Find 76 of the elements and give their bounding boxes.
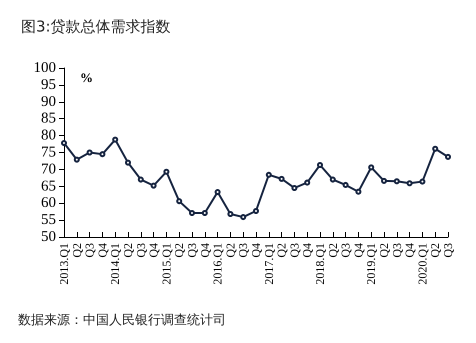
x-tick-label: Q3 [185, 243, 199, 258]
point [227, 211, 234, 218]
x-tick-label: Q4 [249, 243, 263, 258]
x-tick-label: Q4 [198, 243, 212, 258]
x-tick-label: Q2 [428, 243, 442, 258]
point [125, 160, 131, 166]
source-note: 数据来源：中国人民银行调查统计司 [18, 313, 226, 328]
x-tick-label: Q4 [402, 243, 417, 258]
point [253, 208, 259, 214]
x-tick-label: Q2 [223, 243, 238, 258]
chart-title: 图3:贷款总体需求指数 [21, 18, 171, 36]
y-tick-label: 100 [34, 60, 56, 76]
y-tick-label: 85 [41, 110, 56, 127]
x-tick-label: 2016.Q1 [210, 243, 225, 285]
x-tick-label: Q3 [134, 243, 148, 258]
y-tick-label: 95 [41, 76, 56, 93]
point [74, 156, 80, 163]
x-tick-label: 2014.Q1 [108, 243, 122, 285]
point [112, 136, 118, 143]
point [150, 182, 157, 189]
y-tick-label: 55 [41, 212, 56, 228]
x-tick-label: Q3 [82, 243, 97, 258]
x-tick-label: 2018.Q1 [313, 243, 327, 285]
point [304, 180, 310, 186]
y-tick-label: 70 [41, 161, 56, 178]
x-tick-label: 2020.Q1 [415, 243, 430, 285]
y-tick-label: 90 [41, 94, 56, 110]
point [445, 154, 451, 160]
y-tick-label: 50 [41, 229, 56, 245]
point [189, 210, 195, 216]
point [381, 178, 387, 184]
point [342, 182, 349, 188]
point [176, 198, 182, 204]
x-tick-label: Q3 [390, 243, 404, 258]
x-tick-label: Q4 [300, 243, 314, 258]
point [419, 178, 426, 185]
x-tick-label: 2017.Q1 [262, 243, 276, 285]
x-tick-label: Q2 [121, 243, 135, 258]
point [355, 188, 362, 195]
point [330, 176, 336, 183]
x-tick-label: Q3 [287, 243, 302, 258]
x-tick-label: 2019.Q1 [364, 243, 378, 285]
point [394, 178, 400, 184]
point [291, 184, 298, 191]
point [138, 176, 144, 183]
point [317, 162, 323, 168]
x-tick-label: Q3 [236, 243, 250, 258]
x-tick-label: Q2 [172, 243, 186, 258]
x-tick-label: Q2 [377, 243, 391, 258]
point [163, 168, 170, 175]
y-tick-label: 60 [41, 195, 56, 212]
x-tick-label: Q4 [351, 243, 366, 258]
y-axis-title: % [80, 70, 93, 85]
point [202, 210, 208, 216]
point [61, 140, 67, 146]
point [406, 180, 413, 186]
x-tick-label: Q2 [274, 243, 289, 258]
y-tick-label: 65 [41, 178, 56, 194]
y-tick-label: 75 [41, 144, 56, 160]
x-tick-label: 2013.Q1 [57, 243, 71, 285]
point [99, 151, 106, 158]
x-tick-label: Q2 [70, 243, 84, 258]
point [266, 172, 272, 178]
x-tick-label: Q4 [95, 243, 110, 258]
x-tick-label: 2015.Q1 [159, 243, 174, 285]
point [86, 150, 93, 156]
x-tick-label: Q4 [146, 243, 161, 258]
point [240, 214, 246, 220]
point [214, 189, 221, 196]
x-tick-label: Q3 [441, 243, 455, 258]
point [432, 146, 438, 152]
point [368, 164, 374, 170]
x-tick-label: Q2 [326, 243, 340, 258]
x-tick-label: Q3 [338, 243, 353, 258]
point [278, 176, 285, 182]
y-tick-label: 80 [41, 128, 56, 144]
